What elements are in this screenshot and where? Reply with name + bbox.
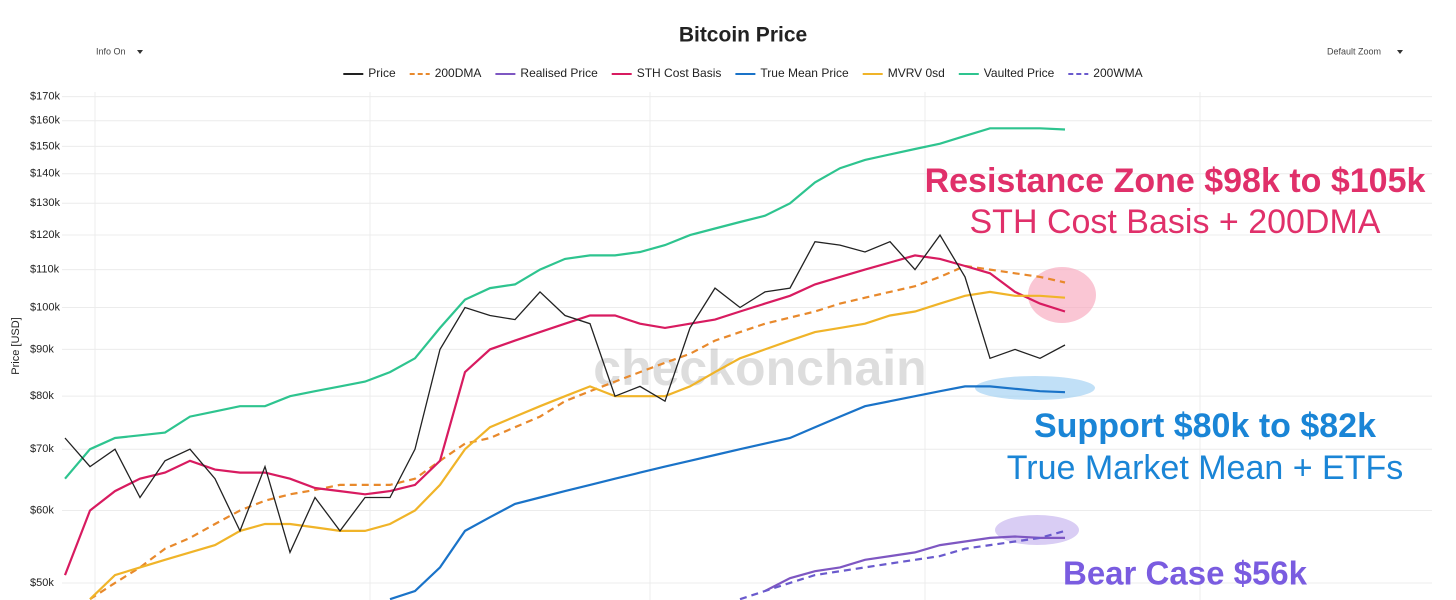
legend-label: Price [368, 66, 396, 80]
series-line [64, 233, 1066, 555]
legend-item: MVRV 0sd [862, 66, 945, 80]
y-tick-label: $170k [30, 91, 60, 103]
legend-item: STH Cost Basis [611, 66, 722, 80]
y-tick-label: $90k [30, 343, 54, 355]
y-tick-label: $70k [30, 443, 54, 455]
legend-item: 200DMA [409, 66, 482, 80]
legend-label: 200WMA [1093, 66, 1142, 80]
legend-item: Price [343, 66, 396, 80]
legend-label: True Mean Price [760, 66, 849, 80]
zoom-select[interactable]: Default Zoom [1327, 46, 1381, 56]
legend-label: MVRV 0sd [888, 66, 945, 80]
legend-item: 200WMA [1068, 66, 1143, 80]
legend-label: Vaulted Price [984, 66, 1055, 80]
y-tick-label: $150k [30, 140, 60, 152]
annotation: STH Cost Basis + 200DMA [970, 203, 1381, 241]
y-tick-label: $140k [30, 168, 60, 180]
series-line [389, 385, 1066, 600]
dropdown-arrow [137, 50, 143, 54]
y-axis-label: Price [USD] [10, 317, 22, 374]
series-line [764, 535, 1065, 592]
legend-label: Realised Price [520, 66, 598, 80]
legend-label: STH Cost Basis [637, 66, 722, 80]
series-line [89, 264, 1066, 600]
plot-area [63, 127, 1066, 600]
chart-title: Bitcoin Price [679, 24, 807, 47]
y-tick-label: $120k [30, 229, 60, 241]
legend-item: True Mean Price [735, 66, 849, 80]
dropdown-arrow [1397, 50, 1403, 54]
legend-label: 200DMA [435, 66, 482, 80]
highlight [1028, 267, 1096, 323]
info-toggle[interactable]: Info On [96, 46, 126, 56]
y-tick-label: $60k [30, 504, 54, 516]
y-tick-label: $80k [30, 390, 54, 402]
annotation: Bear Case $56k [1063, 555, 1308, 592]
series-line [89, 290, 1066, 600]
y-tick-label: $110k [30, 264, 60, 276]
legend: Price 200DMA Realised Price STH Cost Basis T… [343, 66, 1143, 80]
annotation: Support $80k to $82k [1034, 407, 1376, 445]
y-tick-label: $50k [30, 577, 54, 589]
annotation: Resistance Zone $98k to $105k [925, 162, 1426, 200]
y-tick-label: $160k [30, 115, 60, 127]
highlight [995, 515, 1079, 545]
annotation: True Market Mean + ETFs [1007, 449, 1403, 487]
y-tick-label: $100k [30, 301, 60, 313]
series-line [64, 127, 1066, 480]
legend-item: Vaulted Price [958, 66, 1055, 80]
series-line [63, 254, 1066, 576]
y-tick-label: $130k [30, 197, 60, 209]
grid: $50k $60k $70k $80k $90k $100k $110k $120k $130k… [30, 91, 1432, 600]
legend-item: Realised Price [495, 66, 598, 80]
highlight [975, 376, 1095, 400]
series-line [739, 529, 1066, 600]
